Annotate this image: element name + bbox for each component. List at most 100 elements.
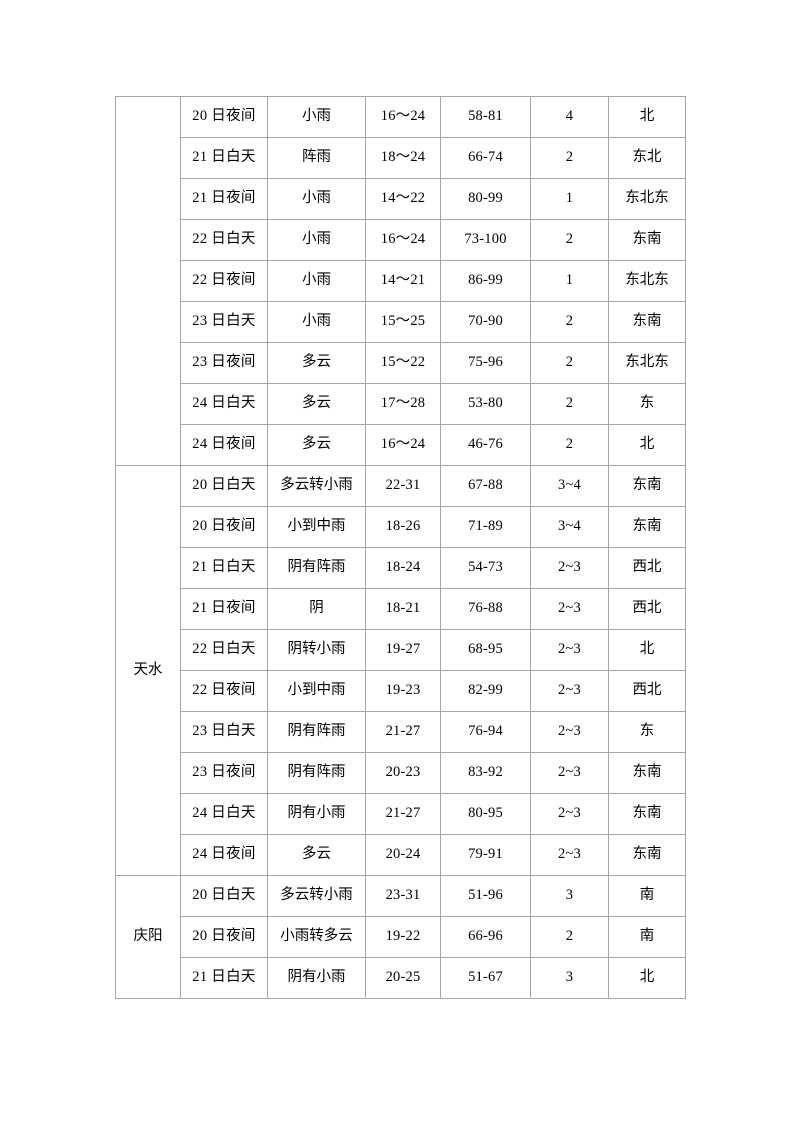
temperature-range: 21-27 bbox=[365, 711, 441, 753]
weather-condition: 多云 bbox=[267, 342, 366, 384]
temperature-range: 19-23 bbox=[365, 670, 441, 712]
forecast-period: 21 日白天 bbox=[180, 957, 268, 999]
temperature-range: 17～28 bbox=[365, 383, 441, 425]
temperature-range: 21-27 bbox=[365, 793, 441, 835]
wind-force: 2 bbox=[530, 383, 609, 425]
temperature-range: 19-22 bbox=[365, 916, 441, 958]
humidity-range: 70-90 bbox=[440, 301, 531, 343]
wind-direction: 东南 bbox=[608, 219, 686, 261]
wind-force: 3 bbox=[530, 957, 609, 999]
weather-condition: 阴有阵雨 bbox=[267, 752, 366, 794]
humidity-range: 66-74 bbox=[440, 137, 531, 179]
forecast-period: 21 日白天 bbox=[180, 137, 268, 179]
forecast-period: 23 日夜间 bbox=[180, 752, 268, 794]
temperature-range: 14～22 bbox=[365, 178, 441, 220]
temperature-range: 16～24 bbox=[365, 96, 441, 138]
weather-condition: 小雨 bbox=[267, 260, 366, 302]
humidity-range: 76-88 bbox=[440, 588, 531, 630]
wind-direction: 东南 bbox=[608, 752, 686, 794]
humidity-range: 51-96 bbox=[440, 875, 531, 917]
weather-condition: 多云 bbox=[267, 383, 366, 425]
wind-direction: 南 bbox=[608, 916, 686, 958]
forecast-period: 24 日白天 bbox=[180, 383, 268, 425]
wind-force: 2 bbox=[530, 301, 609, 343]
forecast-period: 20 日夜间 bbox=[180, 96, 268, 138]
humidity-range: 82-99 bbox=[440, 670, 531, 712]
humidity-range: 58-81 bbox=[440, 96, 531, 138]
forecast-period: 21 日夜间 bbox=[180, 178, 268, 220]
table-row: 24 日白天 阴有小雨 21-27 80-95 2~3 东南 bbox=[116, 793, 686, 835]
wind-direction: 东南 bbox=[608, 834, 686, 876]
wind-direction: 南 bbox=[608, 875, 686, 917]
table-row: 24 日夜间 多云 20-24 79-91 2~3 东南 bbox=[116, 834, 686, 876]
table-row: 天水 20 日白天 多云转小雨 22-31 67-88 3~4 东南 bbox=[115, 465, 686, 876]
wind-direction: 东南 bbox=[608, 301, 686, 343]
forecast-period: 22 日白天 bbox=[180, 629, 268, 671]
table-row: 庆阳 20 日白天 多云转小雨 23-31 51-96 3 南 bbox=[115, 875, 686, 999]
humidity-range: 54-73 bbox=[440, 547, 531, 589]
weather-condition: 多云转小雨 bbox=[267, 875, 366, 917]
wind-force: 2~3 bbox=[530, 752, 609, 794]
temperature-range: 18-24 bbox=[365, 547, 441, 589]
humidity-range: 71-89 bbox=[440, 506, 531, 548]
forecast-period: 24 日白天 bbox=[180, 793, 268, 835]
wind-direction: 北 bbox=[608, 96, 686, 138]
weather-condition: 阵雨 bbox=[267, 137, 366, 179]
wind-direction: 东南 bbox=[608, 465, 686, 507]
table-row: 22 日夜间 小雨 14～21 86-99 1 东北东 bbox=[116, 260, 686, 302]
table-row: 23 日夜间 阴有阵雨 20-23 83-92 2~3 东南 bbox=[116, 752, 686, 794]
temperature-range: 15～25 bbox=[365, 301, 441, 343]
temperature-range: 22-31 bbox=[365, 465, 441, 507]
humidity-range: 75-96 bbox=[440, 342, 531, 384]
table-row: 22 日夜间 小到中雨 19-23 82-99 2~3 西北 bbox=[116, 670, 686, 712]
forecast-period: 23 日夜间 bbox=[180, 342, 268, 384]
wind-direction: 西北 bbox=[608, 588, 686, 630]
weather-condition: 阴有小雨 bbox=[267, 957, 366, 999]
forecast-period: 20 日夜间 bbox=[180, 916, 268, 958]
table-row: 21 日白天 阴有阵雨 18-24 54-73 2~3 西北 bbox=[116, 547, 686, 589]
wind-direction: 北 bbox=[608, 424, 686, 466]
wind-force: 2~3 bbox=[530, 629, 609, 671]
temperature-range: 16～24 bbox=[365, 219, 441, 261]
wind-direction: 东北东 bbox=[608, 342, 686, 384]
temperature-range: 18-21 bbox=[365, 588, 441, 630]
forecast-period: 23 日白天 bbox=[180, 711, 268, 753]
wind-force: 3~4 bbox=[530, 465, 609, 507]
humidity-range: 46-76 bbox=[440, 424, 531, 466]
weather-condition: 多云 bbox=[267, 424, 366, 466]
weather-condition: 阴 bbox=[267, 588, 366, 630]
humidity-range: 53-80 bbox=[440, 383, 531, 425]
weather-condition: 小到中雨 bbox=[267, 506, 366, 548]
weather-condition: 小到中雨 bbox=[267, 670, 366, 712]
temperature-range: 20-25 bbox=[365, 957, 441, 999]
wind-force: 2~3 bbox=[530, 547, 609, 589]
wind-force: 4 bbox=[530, 96, 609, 138]
wind-force: 2 bbox=[530, 137, 609, 179]
humidity-range: 79-91 bbox=[440, 834, 531, 876]
weather-forecast-table: 20 日夜间 小雨 16～24 58-81 4 北 21 日白天 阵雨 18～24 66-74 2 东… bbox=[115, 96, 686, 999]
humidity-range: 68-95 bbox=[440, 629, 531, 671]
table-row: 21 日夜间阴 18-21 76-88 2~3 西北 bbox=[116, 588, 686, 630]
temperature-range: 14～21 bbox=[365, 260, 441, 302]
wind-force: 1 bbox=[530, 260, 609, 302]
forecast-period: 20 日夜间 bbox=[180, 506, 268, 548]
wind-force: 2~3 bbox=[530, 793, 609, 835]
wind-force: 2~3 bbox=[530, 588, 609, 630]
table-row: 23 日白天 小雨 15～25 70-90 2 东南 bbox=[116, 301, 686, 343]
city-label: 庆阳 bbox=[115, 875, 181, 999]
humidity-range: 80-95 bbox=[440, 793, 531, 835]
wind-direction: 北 bbox=[608, 957, 686, 999]
weather-condition: 小雨 bbox=[267, 219, 366, 261]
table-row: 22 日白天 阴转小雨 19-27 68-95 2~3 北 bbox=[116, 629, 686, 671]
forecast-period: 21 日夜间 bbox=[180, 588, 268, 630]
weather-condition: 小雨转多云 bbox=[267, 916, 366, 958]
wind-force: 2~3 bbox=[530, 711, 609, 753]
table-row: 23 日白天 阴有阵雨 21-27 76-94 2~3 东 bbox=[116, 711, 686, 753]
forecast-period: 22 日夜间 bbox=[180, 670, 268, 712]
weather-condition: 小雨 bbox=[267, 178, 366, 220]
forecast-period: 24 日夜间 bbox=[180, 424, 268, 466]
wind-direction: 东南 bbox=[608, 506, 686, 548]
weather-condition: 小雨 bbox=[267, 96, 366, 138]
wind-force: 2~3 bbox=[530, 670, 609, 712]
forecast-period: 23 日白天 bbox=[180, 301, 268, 343]
